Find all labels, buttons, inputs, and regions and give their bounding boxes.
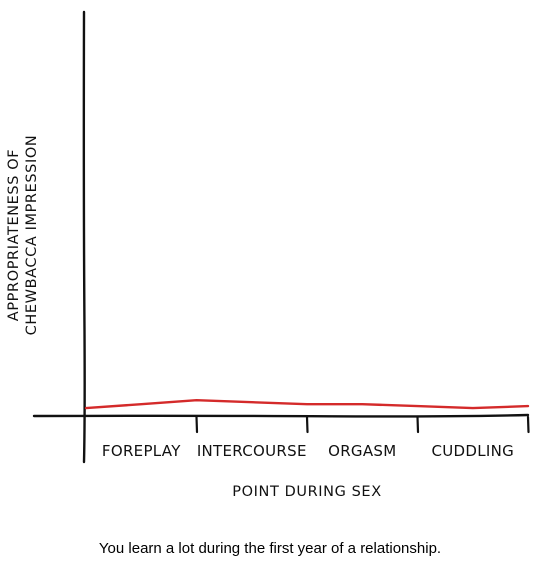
x-axis-line xyxy=(32,413,530,418)
y-axis-line xyxy=(82,10,86,464)
y-axis-label-line-1: APPROPRIATENESS OF xyxy=(6,149,22,321)
x-axis-ticks xyxy=(195,415,530,434)
x-tick-label-foreplay: FOREPLAY xyxy=(102,442,181,460)
x-axis-label: POINT DURING SEX xyxy=(232,484,381,500)
x-axis-tick xyxy=(195,415,199,434)
x-tick-label-intercourse: INTERCOURSE xyxy=(197,442,307,460)
x-tick-label-orgasm: ORGASM xyxy=(328,442,396,460)
y-axis-label-line-2: CHEWBACCA IMPRESSION xyxy=(24,135,40,336)
x-axis-tick xyxy=(526,415,530,434)
y-axis-label: APPROPRIATENESS OF CHEWBACCA IMPRESSION xyxy=(6,135,40,336)
x-axis-tick-labels: FOREPLAY INTERCOURSE ORGASM CUDDLING xyxy=(102,442,514,460)
series-line xyxy=(84,399,530,410)
x-axis-tick xyxy=(416,415,420,434)
x-axis-tick xyxy=(305,415,309,434)
caption: You learn a lot during the first year of… xyxy=(98,540,442,557)
x-tick-label-cuddling: CUDDLING xyxy=(432,442,515,460)
